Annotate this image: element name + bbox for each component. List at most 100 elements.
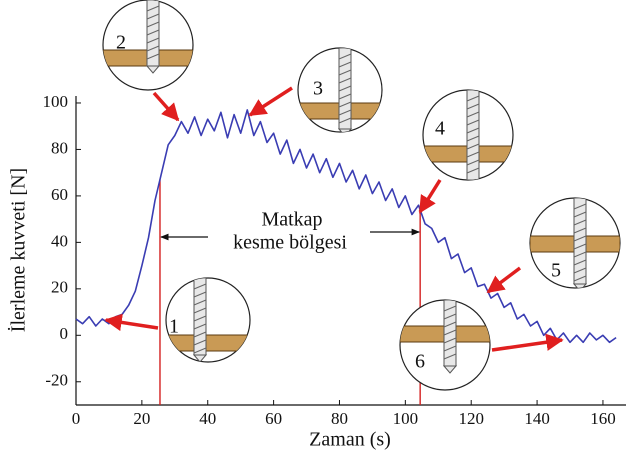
drill-tip bbox=[337, 128, 353, 132]
drill-flute bbox=[573, 203, 587, 210]
x-tick-label: 160 bbox=[590, 409, 616, 428]
drill-flute bbox=[573, 227, 587, 234]
drill-flute bbox=[193, 347, 207, 354]
inset-label: 5 bbox=[551, 260, 561, 282]
region-label: Matkap bbox=[261, 209, 322, 231]
drill-flute bbox=[466, 103, 480, 110]
x-tick-label: 60 bbox=[265, 409, 282, 428]
drill-flute bbox=[466, 151, 480, 158]
drill-flute bbox=[466, 143, 480, 150]
drill-flute bbox=[466, 95, 480, 102]
drill-tip bbox=[442, 365, 458, 374]
inset-label: 1 bbox=[169, 316, 179, 338]
x-tick-label: 0 bbox=[72, 409, 81, 428]
drill-flute bbox=[146, 53, 160, 60]
pointer-arrow bbox=[152, 91, 180, 122]
drill-flute bbox=[573, 243, 587, 250]
drill-flute bbox=[338, 101, 352, 108]
inset bbox=[165, 277, 251, 363]
x-axis-label: Zaman (s) bbox=[309, 429, 391, 451]
drill-flute bbox=[193, 283, 207, 290]
workpiece bbox=[166, 334, 250, 352]
drill-flute bbox=[443, 305, 457, 312]
drill bbox=[466, 90, 480, 180]
drill-flute bbox=[443, 353, 457, 360]
pointer-arrow bbox=[418, 179, 442, 214]
drill-flute bbox=[338, 77, 352, 84]
pointer-arrow bbox=[486, 266, 522, 294]
drill-flute bbox=[338, 85, 352, 92]
drill-flute bbox=[146, 21, 160, 28]
inset bbox=[529, 197, 621, 289]
drill-flute bbox=[466, 111, 480, 118]
drill-flute bbox=[193, 339, 207, 346]
y-axis-label: İlerleme kuvveti [N] bbox=[7, 168, 30, 332]
drill-flute bbox=[193, 331, 207, 338]
drill-flute bbox=[146, 5, 160, 12]
drill-flute bbox=[338, 109, 352, 116]
drill-flute bbox=[443, 345, 457, 352]
inset-label: 6 bbox=[415, 351, 425, 373]
drill-flute bbox=[573, 275, 587, 282]
drill-flute bbox=[338, 69, 352, 76]
region-label: kesme bölgesi bbox=[233, 232, 347, 254]
inset-content bbox=[423, 90, 513, 180]
drill-flute bbox=[573, 267, 587, 274]
drill-flute bbox=[146, 13, 160, 20]
drill-flute bbox=[338, 117, 352, 124]
drill-flute bbox=[466, 167, 480, 174]
drill-flute bbox=[338, 53, 352, 60]
y-tick-label: 0 bbox=[60, 324, 69, 343]
inset-label: 3 bbox=[313, 78, 323, 100]
drill-flute bbox=[338, 93, 352, 100]
drill-flute bbox=[193, 307, 207, 314]
inset-content bbox=[400, 300, 490, 374]
drill-flute bbox=[573, 219, 587, 226]
drill-flute bbox=[573, 211, 587, 218]
y-tick-label: 20 bbox=[51, 278, 68, 297]
drill-flute bbox=[146, 37, 160, 44]
inset-content bbox=[530, 198, 620, 288]
x-tick-label: 100 bbox=[393, 409, 419, 428]
pointer-arrow bbox=[491, 333, 564, 352]
y-tick-label: 80 bbox=[51, 138, 68, 157]
drill-tip bbox=[465, 179, 481, 180]
x-tick-label: 140 bbox=[524, 409, 550, 428]
inset bbox=[102, 0, 194, 91]
drill-flute bbox=[146, 29, 160, 36]
drill-flute bbox=[443, 329, 457, 336]
y-tick-label: 60 bbox=[51, 185, 68, 204]
drill-flute bbox=[466, 159, 480, 166]
drill-flute bbox=[573, 235, 587, 242]
inset bbox=[297, 47, 383, 133]
drill-flute bbox=[466, 127, 480, 134]
inset-label: 2 bbox=[116, 32, 126, 54]
x-tick-label: 40 bbox=[199, 409, 216, 428]
drill-flute bbox=[573, 251, 587, 258]
drill-flute bbox=[466, 119, 480, 126]
x-tick-label: 120 bbox=[458, 409, 484, 428]
drill bbox=[573, 198, 587, 285]
y-tick-label: 100 bbox=[43, 92, 69, 111]
drill-flute bbox=[146, 45, 160, 52]
drill-flute bbox=[443, 337, 457, 344]
pointer-arrow bbox=[248, 86, 293, 117]
drill-flute bbox=[193, 299, 207, 306]
drill-flute bbox=[193, 315, 207, 322]
inset bbox=[422, 89, 514, 181]
force-line bbox=[75, 109, 617, 344]
drill-flute bbox=[443, 313, 457, 320]
label-bg bbox=[208, 210, 370, 258]
pointer-arrow bbox=[104, 313, 159, 332]
inset-content bbox=[298, 48, 382, 132]
drill-flute bbox=[573, 259, 587, 266]
inset bbox=[399, 299, 491, 391]
drill-flute bbox=[466, 135, 480, 142]
x-tick-label: 20 bbox=[133, 409, 150, 428]
drill-flute bbox=[193, 323, 207, 330]
drill-tip bbox=[145, 65, 161, 74]
x-tick-label: 80 bbox=[331, 409, 348, 428]
drill-flute bbox=[443, 321, 457, 328]
inset-content bbox=[166, 278, 250, 362]
drill-flute bbox=[338, 61, 352, 68]
